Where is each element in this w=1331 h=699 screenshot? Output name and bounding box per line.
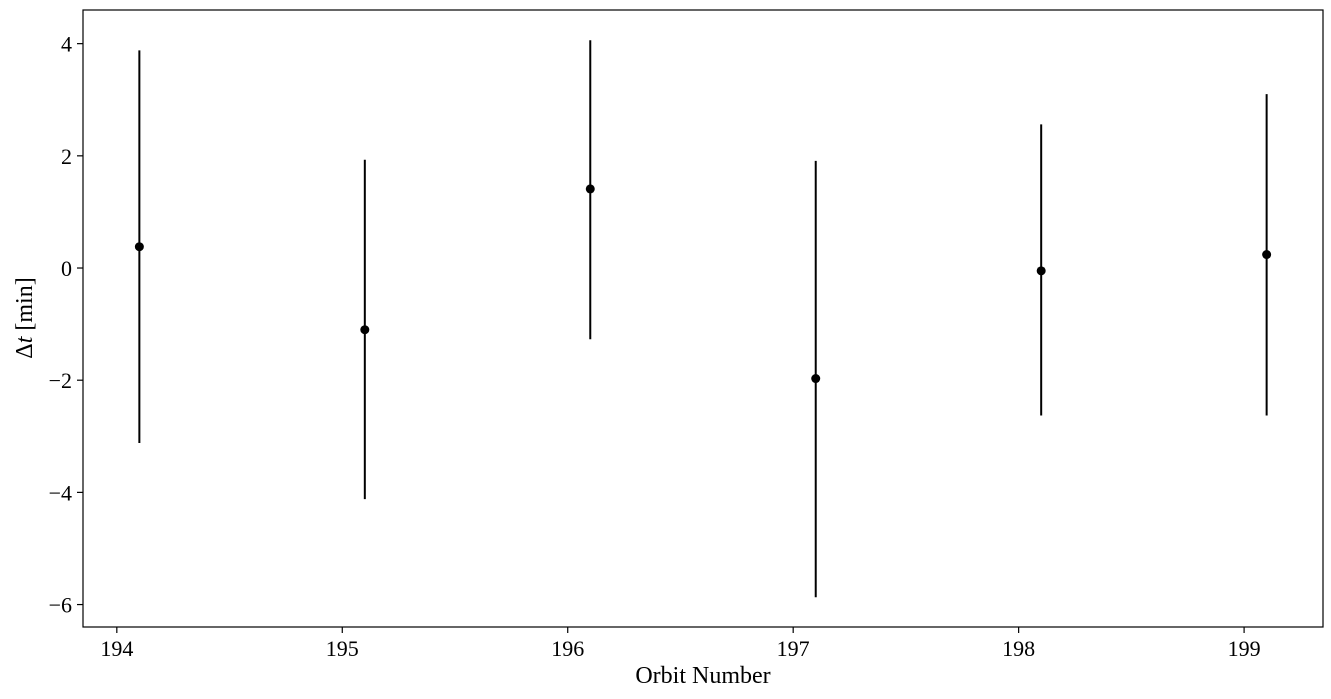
y-tick-label: 0 bbox=[61, 256, 72, 281]
x-tick-label: 199 bbox=[1228, 636, 1261, 661]
y-tick-label: −4 bbox=[49, 480, 72, 505]
y-axis: −6 −4 −2 0 2 4 bbox=[49, 32, 83, 618]
x-tick-label: 196 bbox=[551, 636, 584, 661]
data-point bbox=[1036, 266, 1046, 276]
x-tick-label: 198 bbox=[1002, 636, 1035, 661]
x-axis: 194 195 196 197 198 199 bbox=[100, 627, 1261, 661]
y-axis-label-prefix: Δ bbox=[12, 343, 38, 358]
data-point bbox=[1262, 250, 1272, 260]
y-axis-label-unit: [min] bbox=[12, 277, 38, 330]
y-axis-label: Δt [min] bbox=[12, 277, 38, 358]
data-series bbox=[134, 40, 1272, 598]
y-tick-label: −6 bbox=[49, 593, 72, 618]
x-tick-label: 194 bbox=[100, 636, 133, 661]
y-tick-label: 4 bbox=[61, 32, 72, 57]
plot-area-frame bbox=[82, 9, 1324, 628]
y-axis-label-variable: t bbox=[12, 335, 38, 343]
data-point bbox=[134, 242, 144, 252]
x-tick-label: 195 bbox=[326, 636, 359, 661]
x-tick-label: 197 bbox=[777, 636, 810, 661]
data-point bbox=[360, 325, 370, 335]
x-axis-label: Orbit Number bbox=[635, 663, 770, 689]
y-tick-label: 2 bbox=[61, 144, 72, 169]
data-point bbox=[585, 184, 595, 194]
data-point bbox=[811, 374, 821, 384]
y-tick-label: −2 bbox=[49, 368, 72, 393]
